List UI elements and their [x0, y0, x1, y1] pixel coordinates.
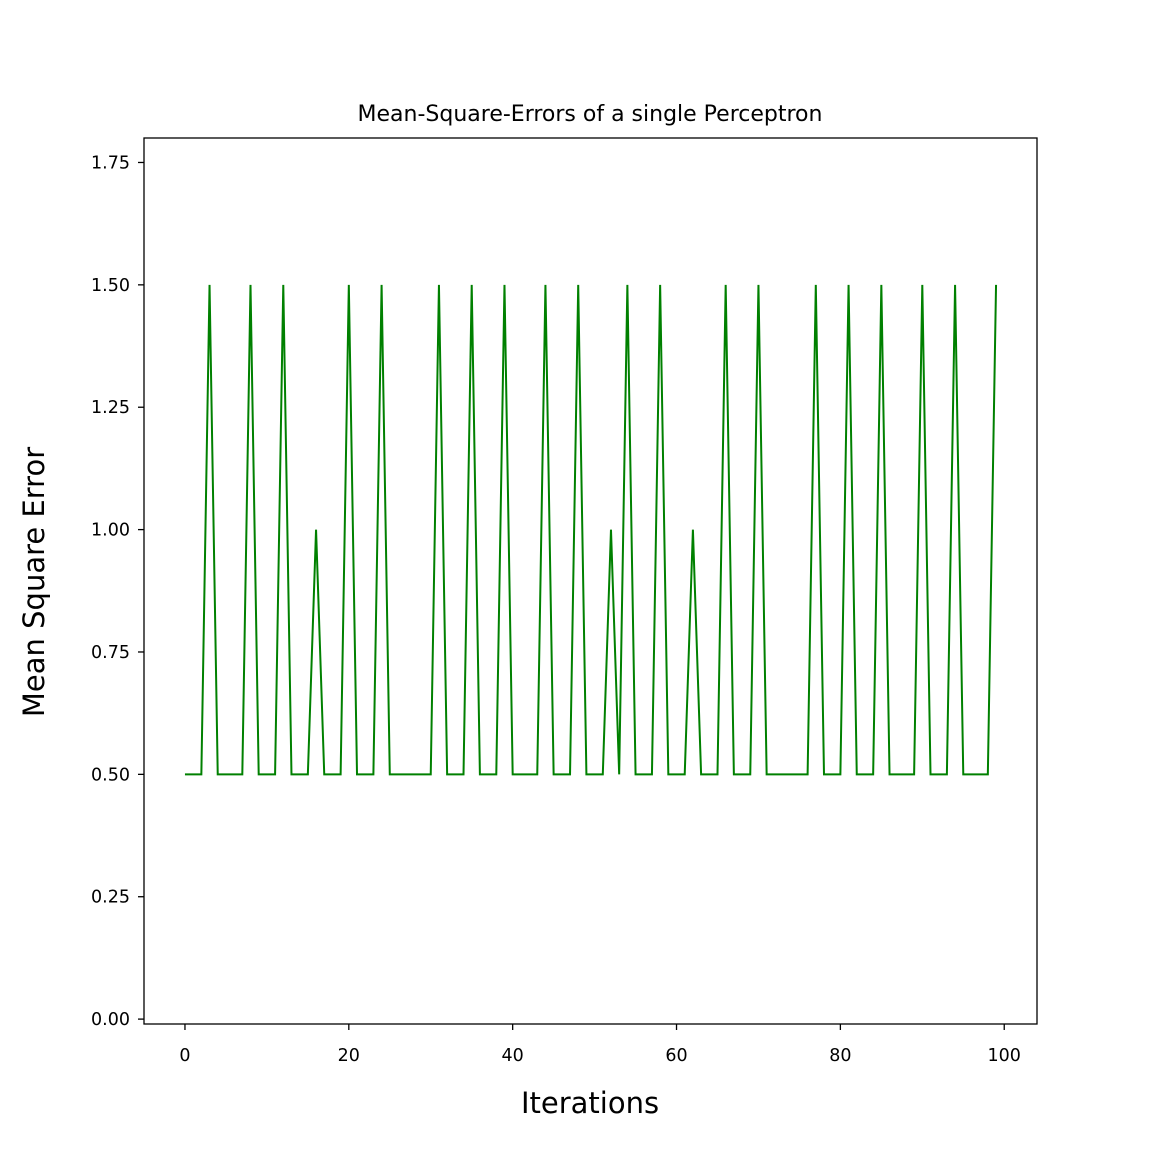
x-axis: 0 20 40 60 80 100 [179, 1024, 1021, 1066]
y-axis-label: Mean Square Error [17, 447, 51, 717]
x-axis-label: Iterations [521, 1086, 659, 1120]
plot-frame [143, 137, 1038, 1025]
y-tick-label: 1.00 [91, 521, 130, 541]
x-tick-label: 60 [665, 1046, 687, 1066]
x-tick-label: 40 [502, 1046, 524, 1066]
plot-area [184, 284, 998, 776]
y-tick-label: 1.75 [91, 153, 130, 173]
y-tick-label: 1.25 [91, 398, 130, 418]
x-tick-label: 0 [179, 1046, 190, 1066]
y-tick-label: 0.50 [91, 765, 130, 785]
y-tick-label: 0.00 [91, 1010, 130, 1030]
y-tick-label: 0.25 [91, 888, 130, 908]
x-tick-label: 20 [338, 1046, 360, 1066]
series-line [184, 284, 998, 776]
x-tick-label: 80 [829, 1046, 851, 1066]
chart-title: Mean-Square-Errors of a single Perceptro… [358, 102, 823, 127]
x-tick-label: 100 [988, 1046, 1021, 1066]
y-tick-label: 1.50 [91, 276, 130, 296]
y-axis: 0.00 0.25 0.50 0.75 1.00 1.25 1.50 1.75 [91, 153, 144, 1030]
y-tick-label: 0.75 [91, 643, 130, 663]
